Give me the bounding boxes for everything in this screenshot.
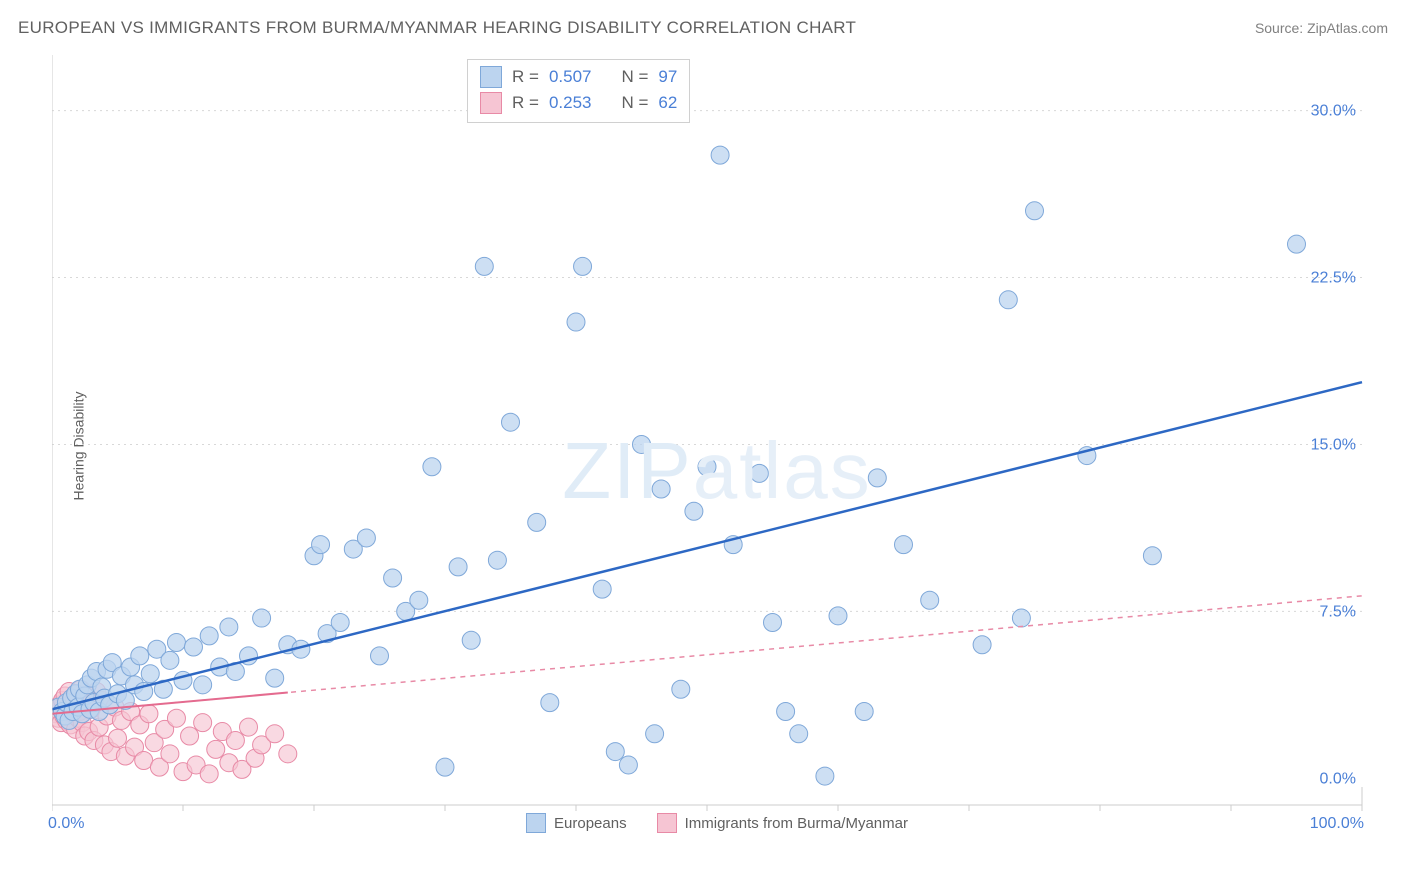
legend-swatch-icon bbox=[657, 813, 677, 833]
svg-text:30.0%: 30.0% bbox=[1311, 103, 1356, 120]
svg-text:7.5%: 7.5% bbox=[1320, 603, 1356, 620]
r-value: 0.253 bbox=[549, 93, 592, 113]
n-label: N = bbox=[621, 93, 648, 113]
legend-item-burma: Immigrants from Burma/Myanmar bbox=[657, 813, 908, 833]
n-value: 62 bbox=[658, 93, 677, 113]
chart-title: EUROPEAN VS IMMIGRANTS FROM BURMA/MYANMA… bbox=[18, 18, 856, 38]
r-value: 0.507 bbox=[549, 67, 592, 87]
legend-swatch-icon bbox=[526, 813, 546, 833]
r-label: R = bbox=[512, 93, 539, 113]
correlation-legend: R = 0.507 N = 97 R = 0.253 N = 62 bbox=[467, 59, 690, 123]
scatter-chart-svg: 0.0% 7.5% 15.0% 22.5% 30.0% bbox=[52, 55, 1382, 835]
source-link[interactable]: ZipAtlas.com bbox=[1307, 20, 1388, 36]
legend-label: Europeans bbox=[554, 815, 627, 832]
n-value: 97 bbox=[658, 67, 677, 87]
series-legend: Europeans Immigrants from Burma/Myanmar bbox=[52, 813, 1382, 833]
legend-label: Immigrants from Burma/Myanmar bbox=[685, 815, 908, 832]
x-axis-max-label: 100.0% bbox=[1310, 815, 1364, 833]
source-attribution: Source: ZipAtlas.com bbox=[1255, 20, 1388, 36]
svg-text:22.5%: 22.5% bbox=[1311, 270, 1356, 287]
n-label: N = bbox=[621, 67, 648, 87]
source-label: Source: bbox=[1255, 20, 1307, 36]
x-axis-min-label: 0.0% bbox=[48, 815, 84, 833]
legend-row-europeans: R = 0.507 N = 97 bbox=[480, 64, 677, 90]
legend-row-burma: R = 0.253 N = 62 bbox=[480, 90, 677, 116]
r-label: R = bbox=[512, 67, 539, 87]
legend-swatch-burma bbox=[480, 92, 502, 114]
svg-text:15.0%: 15.0% bbox=[1311, 436, 1356, 453]
legend-swatch-europeans bbox=[480, 66, 502, 88]
header: EUROPEAN VS IMMIGRANTS FROM BURMA/MYANMA… bbox=[18, 18, 1388, 38]
chart-area: 0.0%7.5%15.0%22.5%30.0% ZIPatlas R = 0.5… bbox=[52, 55, 1382, 835]
svg-text:0.0%: 0.0% bbox=[1320, 770, 1356, 787]
legend-item-europeans: Europeans bbox=[526, 813, 627, 833]
